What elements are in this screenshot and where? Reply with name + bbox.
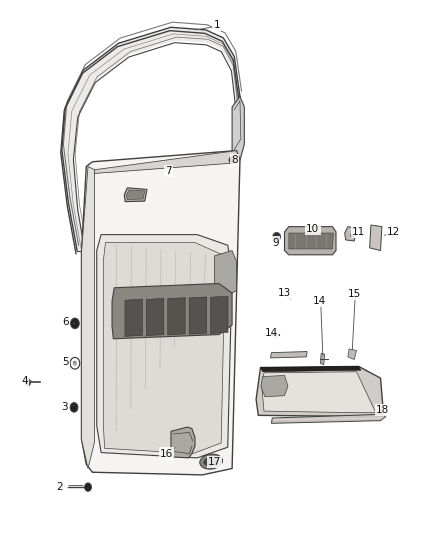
Polygon shape: [345, 227, 357, 241]
Ellipse shape: [229, 157, 235, 164]
Polygon shape: [97, 235, 232, 458]
Text: 9: 9: [272, 238, 279, 247]
Text: 14: 14: [265, 328, 278, 338]
Ellipse shape: [203, 457, 219, 466]
Polygon shape: [232, 96, 244, 160]
Text: 18: 18: [376, 405, 389, 415]
Polygon shape: [262, 372, 377, 413]
Polygon shape: [112, 284, 232, 339]
Polygon shape: [146, 298, 164, 336]
Ellipse shape: [73, 361, 77, 366]
Text: 8: 8: [231, 155, 237, 165]
Polygon shape: [124, 188, 147, 201]
Text: 11: 11: [352, 227, 365, 237]
Text: 1: 1: [213, 20, 220, 30]
Text: 14: 14: [313, 296, 326, 306]
Ellipse shape: [25, 379, 31, 386]
Polygon shape: [215, 251, 237, 293]
Polygon shape: [272, 414, 386, 423]
Polygon shape: [189, 297, 207, 334]
Text: 3: 3: [61, 402, 67, 413]
Ellipse shape: [350, 233, 354, 238]
Text: 12: 12: [387, 227, 400, 237]
Text: 2: 2: [57, 482, 63, 492]
Polygon shape: [81, 151, 240, 475]
Polygon shape: [95, 151, 240, 173]
Text: 4: 4: [21, 376, 28, 386]
Ellipse shape: [70, 402, 78, 412]
Text: 5: 5: [62, 357, 69, 367]
Ellipse shape: [71, 318, 79, 329]
Polygon shape: [211, 296, 228, 334]
Text: 6: 6: [62, 317, 69, 327]
Polygon shape: [171, 427, 195, 458]
Ellipse shape: [273, 232, 281, 241]
Text: 7: 7: [166, 166, 172, 176]
Polygon shape: [127, 190, 145, 199]
Polygon shape: [370, 225, 382, 251]
Polygon shape: [285, 227, 336, 255]
Text: 15: 15: [348, 289, 361, 299]
Polygon shape: [125, 299, 142, 336]
Text: 17: 17: [208, 457, 221, 467]
Ellipse shape: [70, 358, 80, 369]
Polygon shape: [348, 349, 357, 360]
Polygon shape: [256, 367, 383, 416]
Polygon shape: [289, 233, 333, 249]
Polygon shape: [320, 353, 325, 365]
Polygon shape: [103, 243, 225, 454]
Text: 13: 13: [278, 288, 291, 298]
Ellipse shape: [200, 454, 223, 469]
Polygon shape: [62, 27, 240, 251]
Ellipse shape: [85, 483, 92, 491]
Text: 10: 10: [306, 224, 319, 235]
Polygon shape: [168, 297, 185, 335]
Polygon shape: [81, 166, 95, 469]
Polygon shape: [261, 375, 288, 397]
Polygon shape: [261, 367, 361, 372]
Polygon shape: [271, 352, 307, 358]
Text: 16: 16: [160, 449, 173, 458]
